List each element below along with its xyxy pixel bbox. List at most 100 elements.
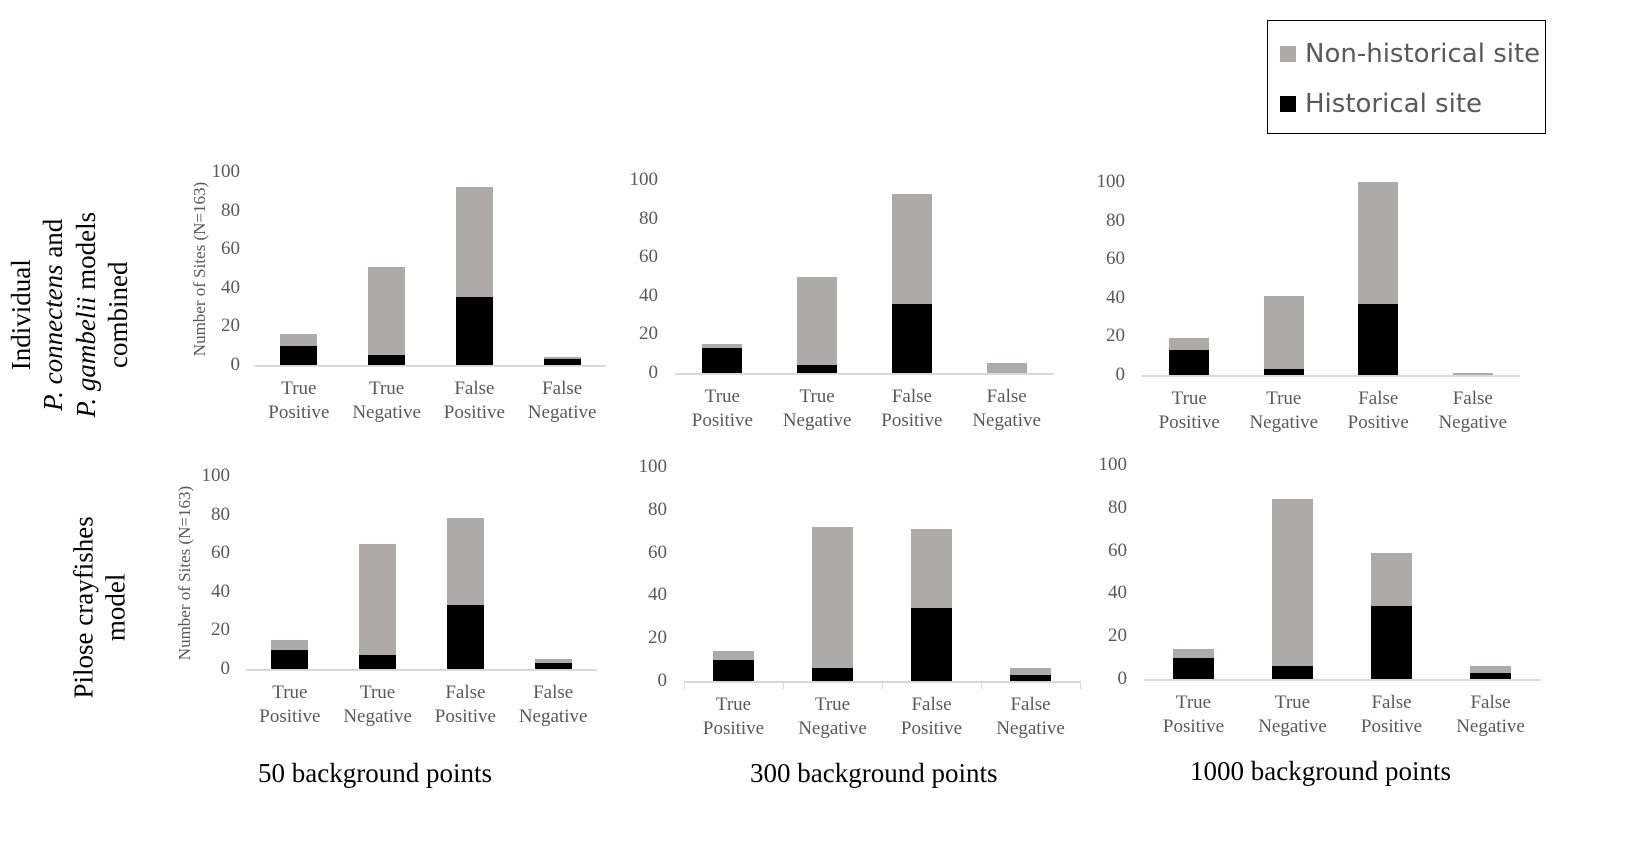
y-tick-label: 0 — [1117, 668, 1128, 689]
category-label-line: Positive — [443, 401, 505, 423]
x-category-label: True Positive — [684, 693, 784, 741]
bar-segment-non-historical — [702, 344, 743, 348]
category-label-line: Negative — [798, 717, 867, 739]
bar-segment-historical — [1271, 666, 1314, 679]
y-tick-label: 40 — [1106, 286, 1125, 308]
x-category-label: True Positive — [1139, 387, 1239, 435]
category-label-line: Negative — [343, 705, 412, 727]
bar-segment-non-historical — [1172, 649, 1215, 658]
x-axis-line — [255, 365, 606, 367]
category-label-line: True — [715, 694, 752, 715]
row-label-text: and — [38, 218, 69, 265]
bar-segment-historical — [280, 345, 318, 365]
x-category-label: True Negative — [783, 693, 883, 741]
bar-segment-non-historical — [1169, 338, 1210, 350]
category-label-line: False — [454, 378, 495, 399]
legend-label: Historical site — [1305, 89, 1483, 119]
category-label-line: True — [1175, 692, 1212, 713]
bar-segment-non-historical — [1452, 373, 1493, 375]
y-tick-label: 100 — [201, 465, 231, 486]
category-label-line: True — [704, 386, 740, 407]
category-label-line: True — [1171, 388, 1207, 409]
x-axis-tick — [1080, 681, 1081, 689]
x-category-label: False Negative — [1423, 387, 1523, 435]
category-label-line: False — [986, 386, 1027, 407]
bar-segment-non-historical — [811, 526, 854, 669]
x-category-label: False Negative — [957, 385, 1057, 433]
x-category-label: True Negative — [328, 681, 428, 729]
x-category-label: False Negative — [981, 693, 1081, 741]
bar-segment-historical — [1370, 606, 1413, 679]
category-label-line: False — [445, 682, 486, 703]
bar-segment-historical — [702, 347, 743, 373]
row-label-pilose-model: Pilose crayfishes model — [68, 487, 133, 727]
bar-segment-non-historical — [1009, 668, 1052, 675]
category-label-line: Negative — [1258, 715, 1327, 737]
category-label-line: False — [1010, 694, 1051, 715]
category-label-line: Positive — [434, 705, 496, 727]
y-tick-label: 80 — [648, 498, 667, 520]
category-label-line: False — [1452, 388, 1493, 409]
bar-segment-non-historical — [359, 543, 397, 656]
y-tick-label: 20 — [1108, 625, 1127, 647]
x-category-label: True Positive — [240, 681, 340, 729]
category-label-line: Positive — [268, 401, 330, 423]
x-axis-line — [1144, 679, 1540, 681]
y-tick-label: 100 — [211, 161, 241, 182]
y-tick-label: 40 — [221, 276, 240, 298]
category-label-line: False — [542, 378, 583, 399]
category-label-line: Positive — [1360, 715, 1423, 737]
category-label-line: True — [272, 682, 308, 703]
category-label-line: Positive — [1162, 715, 1225, 737]
y-tick-label: 80 — [1106, 209, 1125, 231]
x-category-label: False Negative — [503, 681, 603, 729]
y-tick-label: 40 — [1108, 582, 1127, 604]
y-tick-label: 60 — [221, 238, 240, 260]
x-category-label: False Positive — [862, 385, 962, 433]
bar-segment-historical — [1469, 672, 1512, 679]
category-label-line: Positive — [1158, 411, 1220, 433]
bar-segment-non-historical — [280, 334, 318, 346]
x-axis-tick — [783, 681, 784, 689]
y-tick-label: 60 — [1108, 539, 1127, 561]
x-category-label: False Positive — [1342, 691, 1442, 739]
bar-segment-historical — [368, 355, 406, 365]
x-category-label: False Negative — [1441, 691, 1541, 739]
x-category-label: False Negative — [512, 377, 612, 425]
legend-item-historical: Historical site — [1280, 89, 1482, 119]
y-tick-label: 0 — [230, 354, 241, 375]
x-category-label: True Negative — [767, 385, 867, 433]
category-label-line: Negative — [1438, 411, 1508, 433]
category-label-line: Positive — [900, 717, 963, 739]
category-label-line: Positive — [702, 717, 765, 739]
category-label-line: True — [281, 378, 317, 399]
legend-swatch-gray — [1280, 46, 1296, 62]
bar-segment-non-historical — [368, 266, 406, 356]
y-tick-label: 100 — [629, 169, 659, 190]
bar-segment-non-historical — [1263, 295, 1304, 370]
row-label-individual-models: Individual P. connectens and P. gambelii… — [5, 150, 135, 480]
category-label-line: False — [533, 682, 574, 703]
bar-segment-non-historical — [1358, 182, 1399, 304]
bar-segment-non-historical — [543, 357, 581, 360]
bar-segment-historical — [712, 659, 755, 681]
x-axis-line — [246, 669, 597, 671]
bar-segment-historical — [797, 365, 837, 373]
y-tick-label: 0 — [648, 362, 659, 383]
legend-swatch-black — [1280, 96, 1296, 112]
bar-segment-historical — [543, 359, 581, 365]
x-category-label: True Negative — [337, 377, 437, 425]
bar-segment-historical — [446, 605, 484, 669]
bar-segment-historical — [1172, 657, 1215, 679]
bar-segment-non-historical — [534, 659, 572, 664]
chart-legend: Non-historical site Historical site — [1267, 20, 1546, 134]
bar-segment-non-historical — [446, 518, 484, 606]
category-label-line: False — [911, 694, 952, 715]
x-category-label: True Negative — [1234, 387, 1334, 435]
category-label-line: True — [814, 694, 851, 715]
y-tick-label: 80 — [639, 207, 658, 229]
bar-segment-historical — [891, 303, 932, 373]
x-axis-tick — [882, 681, 883, 689]
y-tick-label: 60 — [639, 246, 658, 268]
bar-segment-non-historical — [1469, 666, 1512, 673]
